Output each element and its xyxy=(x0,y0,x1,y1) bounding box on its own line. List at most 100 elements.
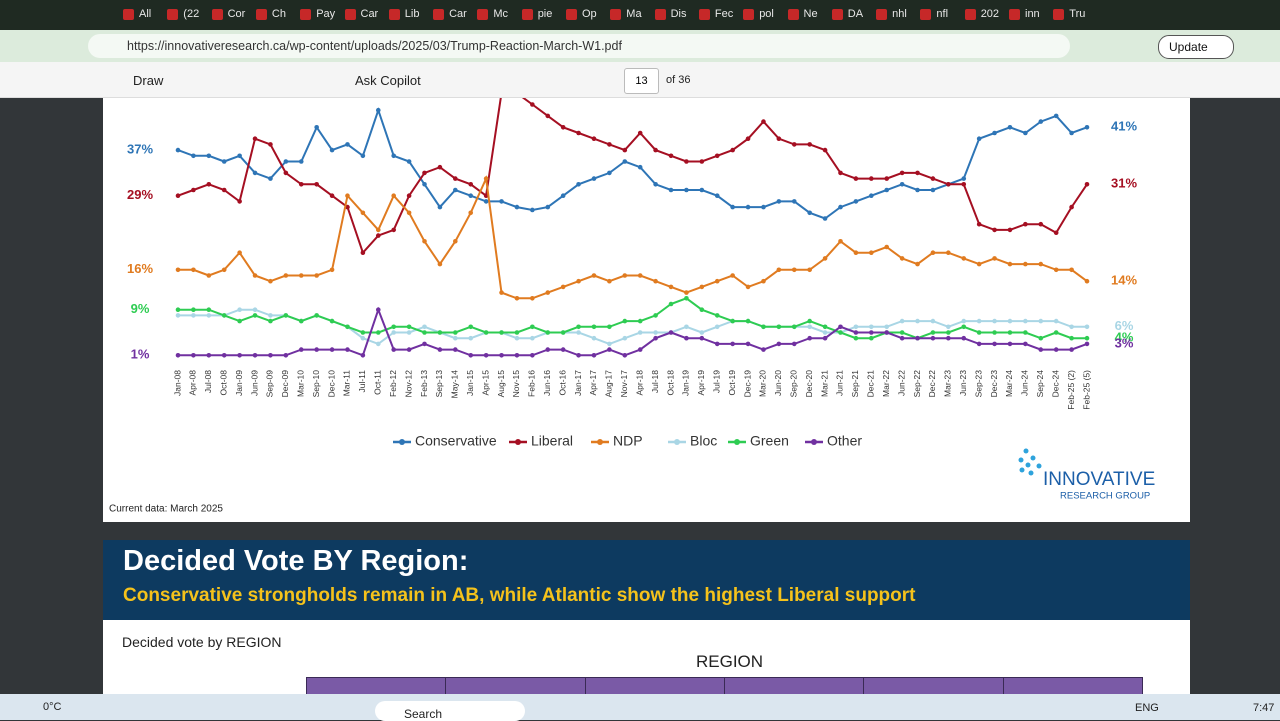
data-point xyxy=(853,176,859,181)
address-bar[interactable] xyxy=(88,34,1070,58)
tab[interactable]: Tru xyxy=(1069,8,1086,20)
data-point xyxy=(730,204,735,210)
tab-icon xyxy=(388,9,400,20)
data-point xyxy=(899,330,905,335)
tab[interactable]: Mc xyxy=(493,8,509,20)
data-point xyxy=(252,307,258,312)
data-point xyxy=(1007,227,1013,233)
tab-icon xyxy=(123,9,134,20)
tab[interactable]: nfl xyxy=(936,8,949,20)
tab[interactable]: Dis xyxy=(670,8,687,20)
x-tick-label: Oct-08 xyxy=(218,370,228,396)
page-input[interactable]: 13 xyxy=(624,68,659,94)
tab[interactable]: Car xyxy=(360,8,379,20)
data-point xyxy=(545,347,551,352)
data-point xyxy=(591,273,597,278)
data-point xyxy=(514,353,520,358)
data-point xyxy=(437,347,443,352)
tab[interactable]: Car xyxy=(449,8,467,20)
data-point xyxy=(375,341,381,347)
data-point xyxy=(853,324,859,330)
data-point xyxy=(499,199,504,204)
data-point xyxy=(668,187,674,193)
data-point xyxy=(468,353,474,358)
tab[interactable]: Pay xyxy=(316,8,336,20)
header-cell xyxy=(1003,677,1143,695)
data-point xyxy=(791,199,797,204)
tab[interactable]: pie xyxy=(537,8,553,20)
tab[interactable]: Op xyxy=(582,8,597,20)
header-cell xyxy=(445,677,586,695)
legend-marker xyxy=(811,439,817,445)
update-button[interactable]: Update xyxy=(1158,35,1234,59)
data-point xyxy=(684,159,689,164)
data-point xyxy=(622,147,628,153)
tab[interactable]: Lib xyxy=(404,8,420,20)
data-point xyxy=(1069,204,1074,210)
data-point xyxy=(1023,341,1028,347)
x-tick-label: Apr-17 xyxy=(588,370,598,396)
data-point xyxy=(761,347,766,352)
data-point xyxy=(884,330,890,335)
data-point xyxy=(422,324,427,330)
data-point xyxy=(699,159,705,164)
data-point xyxy=(314,125,319,130)
tab[interactable]: (22 xyxy=(183,8,200,20)
tab[interactable]: All xyxy=(139,8,152,20)
search-box[interactable] xyxy=(375,701,525,721)
data-point xyxy=(714,324,720,330)
data-point xyxy=(360,153,366,159)
data-point xyxy=(976,261,982,267)
copilot-button[interactable]: Ask Copilot xyxy=(355,73,421,88)
tab[interactable]: nhl xyxy=(892,8,907,20)
tab[interactable]: Fec xyxy=(714,8,734,20)
search-label[interactable]: Search xyxy=(404,707,443,721)
x-tick-label: Jun-16 xyxy=(542,370,552,396)
data-point xyxy=(499,353,504,358)
data-point xyxy=(1038,318,1044,324)
data-point xyxy=(1038,119,1044,124)
tab-icon xyxy=(787,9,799,20)
legend-marker xyxy=(674,439,680,445)
logo-dot xyxy=(1030,455,1036,461)
data-point xyxy=(268,278,273,284)
data-point xyxy=(206,353,212,358)
tab[interactable]: Ch xyxy=(271,8,286,20)
data-point xyxy=(437,204,443,210)
data-point xyxy=(175,193,181,198)
tab-icon xyxy=(654,9,666,20)
data-point xyxy=(560,330,566,335)
data-point xyxy=(684,187,689,193)
data-point xyxy=(946,324,951,330)
data-point xyxy=(576,353,581,358)
data-point xyxy=(468,324,474,330)
x-tick-label: Feb-16 xyxy=(527,370,537,397)
tab-icon xyxy=(344,9,356,20)
header-cell xyxy=(863,677,1004,695)
data-point xyxy=(1053,318,1059,324)
x-tick-label: Oct-11 xyxy=(373,370,383,395)
tab[interactable]: inn xyxy=(1025,8,1040,20)
tab[interactable]: Cor xyxy=(227,8,246,20)
data-point xyxy=(360,210,366,216)
data-point xyxy=(930,335,936,341)
series-line xyxy=(178,175,1088,300)
data-point xyxy=(791,324,797,330)
data-point xyxy=(545,204,551,210)
data-point xyxy=(237,318,242,324)
tab[interactable]: DA xyxy=(847,8,864,20)
url[interactable]: https://innovativeresearch.ca/wp-content… xyxy=(127,39,622,53)
data-point xyxy=(899,335,905,341)
x-tick-label: Feb-12 xyxy=(388,370,398,397)
data-point xyxy=(637,330,643,335)
tab[interactable]: Ma xyxy=(626,8,642,20)
tab[interactable]: Ne xyxy=(803,8,818,20)
tab[interactable]: 202 xyxy=(980,8,1000,20)
data-point xyxy=(191,313,196,318)
x-tick-label: Sep-22 xyxy=(912,370,922,398)
data-point xyxy=(822,335,828,341)
data-point xyxy=(1084,125,1090,130)
tab[interactable]: pol xyxy=(759,8,774,20)
draw-button[interactable]: Draw xyxy=(133,73,164,88)
